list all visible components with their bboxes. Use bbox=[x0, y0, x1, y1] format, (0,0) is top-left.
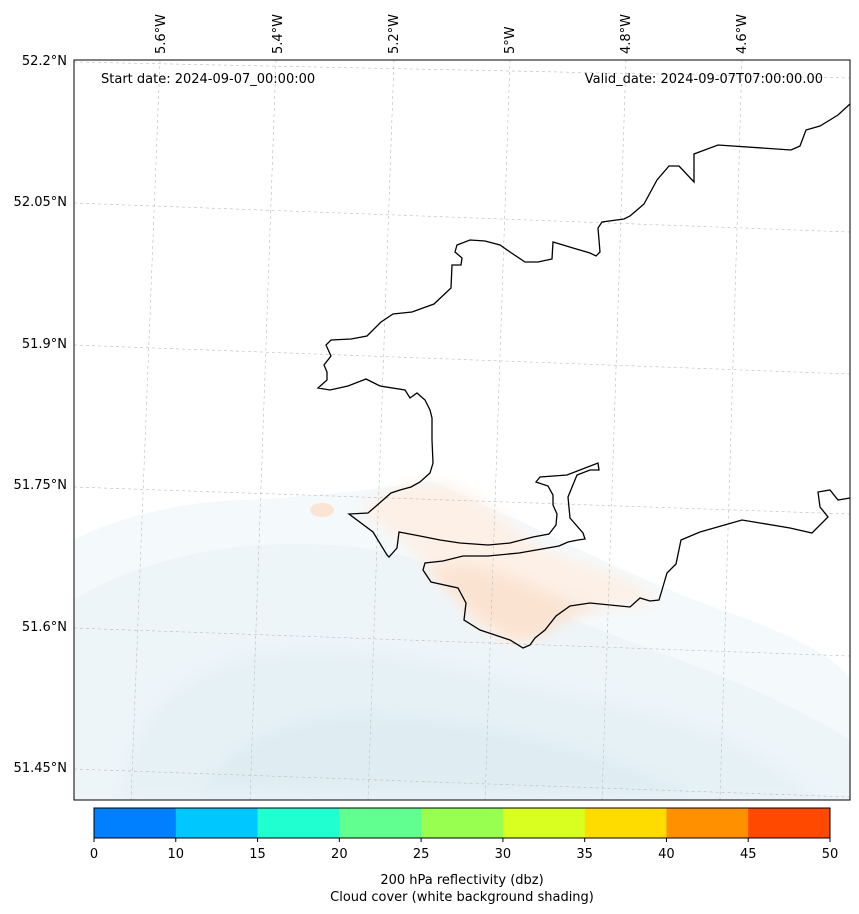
valid-date-label: Valid_date: 2024-09-07T07:00:00.00 bbox=[585, 72, 823, 87]
lon-tick-label: 5°W bbox=[503, 26, 518, 54]
lat-tick-label: 52.2°N bbox=[22, 54, 67, 69]
map-content bbox=[74, 60, 850, 800]
lat-tick-label: 51.75°N bbox=[14, 478, 67, 493]
colorbar-segment bbox=[748, 808, 831, 838]
cloud-cover-shading bbox=[74, 480, 850, 800]
longitude-tick-labels: 5.6°W 5.4°W 5.2°W 5°W 4.8°W 4.6°W bbox=[154, 14, 750, 54]
colorbar-frame bbox=[93, 807, 831, 839]
lat-tick-label: 52.05°N bbox=[14, 195, 67, 210]
lon-tick-label: 5.2°W bbox=[387, 14, 402, 54]
colorbar-tick-label: 10 bbox=[168, 847, 185, 862]
lon-tick-label: 4.8°W bbox=[619, 14, 634, 54]
colorbar-segment bbox=[584, 808, 667, 838]
colorbar-segment bbox=[257, 808, 340, 838]
colorbar-label-line1: 200 hPa reflectivity (dbz) bbox=[380, 873, 543, 888]
colorbar-tick-label: 20 bbox=[331, 847, 348, 862]
colorbar-label-line2: Cloud cover (white background shading) bbox=[330, 890, 594, 905]
map-frame bbox=[73, 59, 851, 801]
colorbar-segment bbox=[339, 808, 422, 838]
colorbar-segment bbox=[421, 808, 504, 838]
colorbar-tick-labels: 0 10 15 20 25 30 35 40 45 50 bbox=[90, 838, 838, 862]
colorbar-tick-label: 15 bbox=[249, 847, 266, 862]
colorbar-segment bbox=[175, 808, 259, 838]
colorbar-tick-label: 30 bbox=[495, 847, 512, 862]
colorbar-tick-label: 45 bbox=[740, 847, 757, 862]
colorbar-segment bbox=[502, 808, 586, 838]
colorbar-tick-label: 50 bbox=[822, 847, 839, 862]
colorbar-tick-label: 40 bbox=[658, 847, 675, 862]
colorbar-tick-label: 35 bbox=[576, 847, 593, 862]
lat-tick-label: 51.9°N bbox=[22, 337, 67, 352]
lat-tick-label: 51.6°N bbox=[22, 620, 67, 635]
colorbar-segment bbox=[666, 808, 749, 838]
lon-tick-label: 5.4°W bbox=[271, 14, 286, 54]
reflectivity-patches bbox=[310, 483, 655, 645]
colorbar-tick-label: 0 bbox=[90, 847, 98, 862]
coastline bbox=[316, 103, 850, 649]
lat-tick-label: 51.45°N bbox=[14, 761, 67, 776]
colorbar bbox=[94, 808, 831, 838]
colorbar-tick-label: 25 bbox=[413, 847, 430, 862]
colorbar-segment bbox=[94, 808, 177, 838]
lon-tick-label: 5.6°W bbox=[154, 14, 169, 54]
lon-tick-label: 4.6°W bbox=[735, 14, 750, 54]
start-date-label: Start date: 2024-09-07_00:00:00 bbox=[101, 72, 315, 87]
latitude-tick-labels: 52.2°N 52.05°N 51.9°N 51.75°N 51.6°N 51.45°N bbox=[14, 54, 67, 776]
